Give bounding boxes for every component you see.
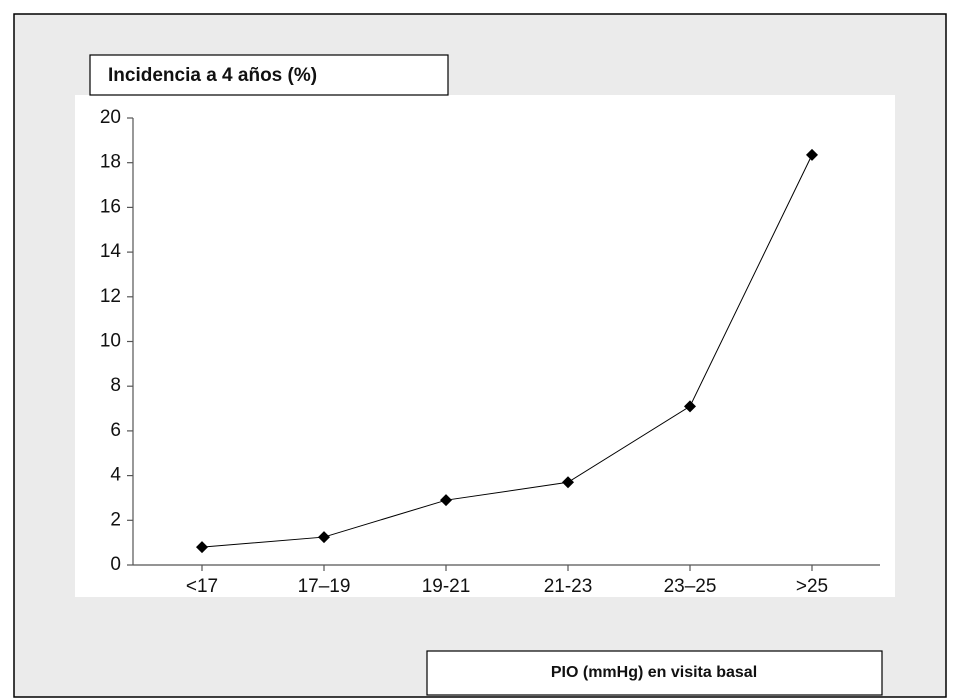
- marker: [562, 476, 574, 489]
- y-tick-label: 6: [110, 420, 121, 441]
- x-tick-label: 19-21: [422, 576, 471, 597]
- y-tick-label: 20: [100, 107, 121, 128]
- x-tick-label: 23–25: [664, 576, 717, 597]
- line: [201, 154, 813, 548]
- marker: [806, 148, 818, 161]
- y-tick-label: 12: [100, 286, 121, 307]
- y-tick-label: 2: [110, 509, 121, 530]
- x-axis-label: PIO (mmHg) en visita basal: [551, 664, 757, 681]
- marker: [684, 400, 696, 413]
- marker: [196, 541, 208, 554]
- y-tick-label: 10: [100, 331, 121, 352]
- y-tick-label: 4: [110, 465, 121, 486]
- y-tick-label: 8: [110, 375, 121, 396]
- plot-area: [75, 95, 895, 597]
- x-tick-label: 21-23: [544, 576, 593, 597]
- title-box: [89, 54, 449, 96]
- y-tick-label: 18: [100, 152, 121, 173]
- y-tick-label: 16: [100, 196, 121, 217]
- chart-title: Incidencia a 4 años (%): [108, 65, 317, 86]
- y-tick-label: 14: [100, 241, 122, 262]
- marker: [440, 494, 452, 507]
- x-label-box: [426, 650, 883, 696]
- y-tick-label: 0: [110, 554, 121, 575]
- x-tick-label: <17: [186, 576, 218, 597]
- marker: [318, 531, 330, 544]
- x-tick-label: >25: [796, 576, 828, 597]
- x-tick-label: 17–19: [298, 576, 351, 597]
